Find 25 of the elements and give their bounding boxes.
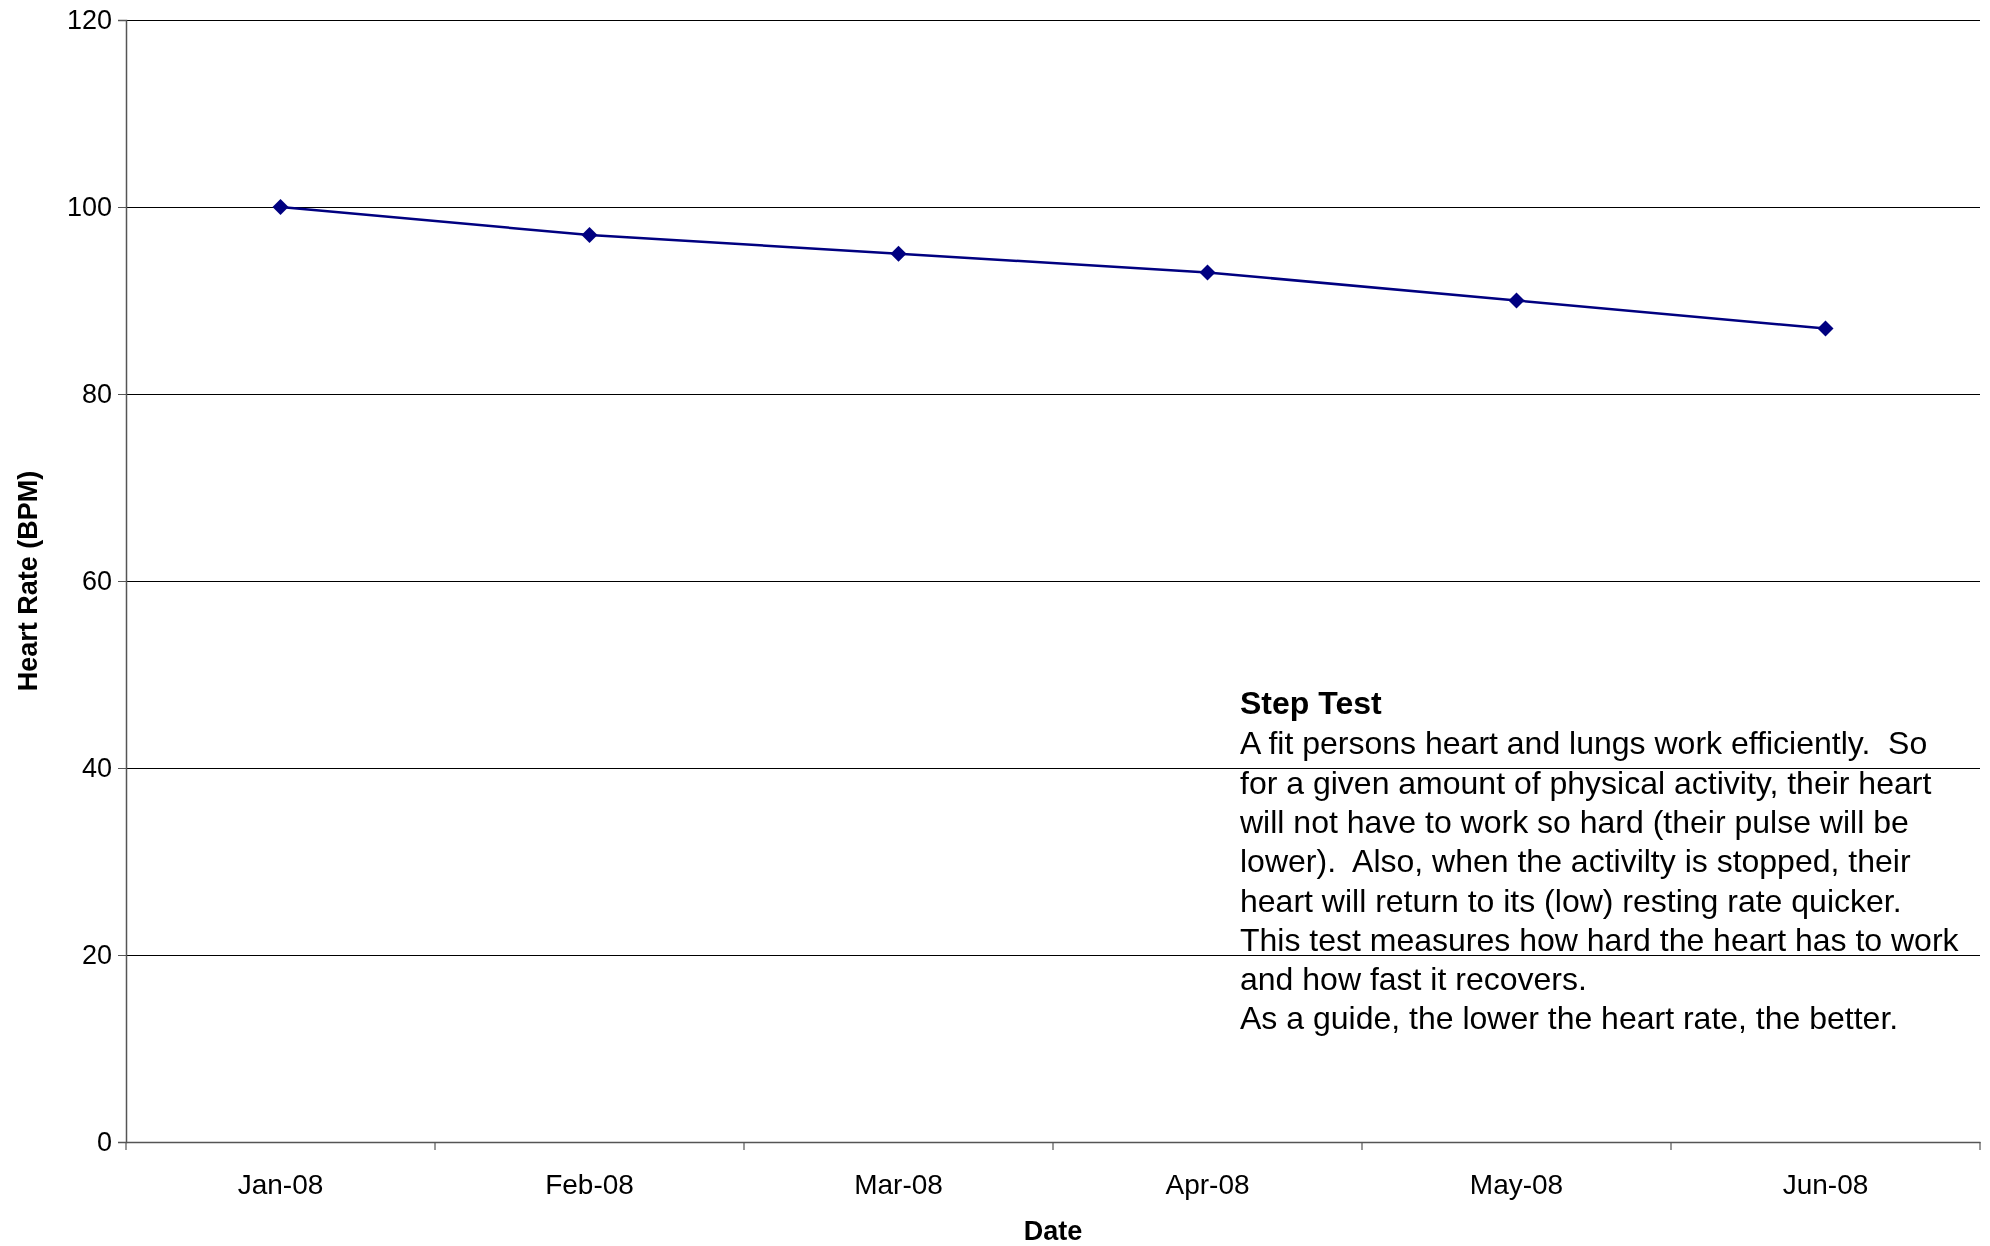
point — [890, 245, 907, 262]
y-tick-label: 80 — [81, 379, 112, 410]
x-axis-title: Date — [1023, 1216, 1083, 1246]
point — [1817, 320, 1834, 337]
y-tick-label: 0 — [96, 1127, 112, 1158]
annotation: A fit persons heart and lungs work efficiently. So for a given amount of physical activity, their heart will not have to work so hard (their pulse will be lower). Also, when the activilty is stopped, their heart will return to its (low) resting rate quicker. — [1239, 725, 1932, 919]
x-tick-label: Apr-08 — [1165, 1168, 1250, 1200]
y-tick-label: 20 — [81, 940, 112, 971]
x-tick-label: Mar-08 — [854, 1168, 943, 1200]
x-tick-label: Jun-08 — [1782, 1168, 1869, 1200]
y-tick-label: 60 — [81, 566, 112, 597]
annotation: As a guide, the lower the heart rate, the better. — [1240, 1000, 1899, 1037]
point — [581, 227, 598, 244]
point — [272, 199, 289, 215]
text: Step Test — [1240, 685, 1382, 721]
annotation: This test measures how hard the heart has to work and how fast it recovers. — [1240, 921, 1960, 998]
point — [1199, 264, 1216, 281]
point — [1508, 292, 1525, 309]
y-tick-label: 40 — [81, 753, 112, 784]
x-tick-label: Jan-08 — [237, 1168, 324, 1200]
x-tick-label: May-08 — [1469, 1168, 1564, 1200]
x-tick-label: Feb-08 — [545, 1168, 634, 1200]
y-tick-label: 120 — [66, 5, 112, 36]
y-tick-label: 100 — [66, 192, 112, 223]
y-axis-title: Heart Rate (BPM) — [13, 470, 43, 692]
